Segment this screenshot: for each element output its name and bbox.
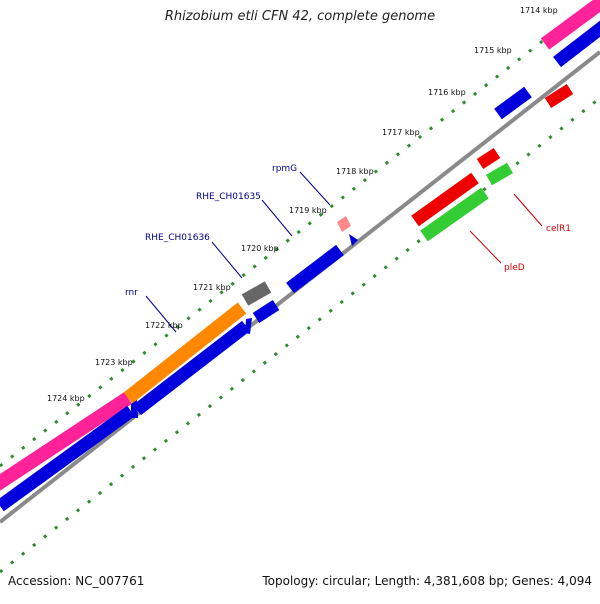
accession-text: Accession: NC_007761 [8, 574, 145, 588]
gene-label-pled: pleD [504, 263, 525, 273]
gene-label-rhe-ch01635: RHE_CH01635 [196, 192, 261, 202]
gene-label-rpmg: rpmG [272, 164, 297, 174]
feature-blue-rhe-ch01635 [286, 244, 344, 294]
feature-rnr-rrna [123, 302, 247, 404]
feature-green-celr1 [486, 162, 513, 186]
feature-red-celr1-long [411, 172, 479, 227]
kbp-label-1720: 1720 kbp [241, 244, 279, 253]
callout-pled [469, 230, 502, 264]
kbp-label-1718: 1718 kbp [336, 167, 374, 176]
feature-blue-1714 [553, 20, 600, 68]
feature-red-celr1-small [476, 147, 501, 170]
gene-label-celr1: celR1 [546, 224, 571, 234]
kbp-label-1715: 1715 kbp [474, 46, 512, 55]
genome-summary-text: Topology: circular; Length: 4,381,608 bp… [262, 574, 592, 588]
kbp-label-1724: 1724 kbp [47, 394, 85, 403]
feature-green-pled [420, 187, 489, 242]
kbp-label-1719: 1719 kbp [289, 206, 327, 215]
feature-pink-upper [540, 0, 600, 50]
feature-blue-1716 [494, 86, 532, 120]
callout-rpmg [299, 171, 331, 206]
feature-pink-lower [0, 392, 132, 491]
kbp-label-1722: 1722 kbp [145, 321, 183, 330]
inner-tick-ring [0, 96, 600, 574]
feature-red-1716 [544, 83, 574, 109]
kbp-label-1723: 1723 kbp [95, 358, 133, 367]
gene-label-rnr: rnr [125, 288, 138, 298]
kbp-label-1714: 1714 kbp [520, 6, 558, 15]
callout-celr1 [513, 193, 543, 227]
kbp-label-1716: 1716 kbp [428, 88, 466, 97]
feature-blue-long-1 [0, 405, 135, 512]
kbp-label-1721: 1721 kbp [193, 283, 231, 292]
callout-rhe-ch01635 [261, 199, 293, 237]
feature-blue-arrow-2 [245, 318, 252, 334]
callout-rhe-ch01636 [211, 241, 243, 279]
map-title: Rhizobium etli CFN 42, complete genome [164, 9, 436, 24]
kbp-label-1717: 1717 kbp [382, 128, 420, 137]
feature-blue-long-2 [133, 320, 250, 416]
callout-rnr [145, 295, 177, 333]
feature-gray-rhe-ch01636 [241, 281, 272, 306]
feature-pale-rpmg [337, 216, 351, 232]
feature-blue-arrow-rpmg [349, 234, 358, 246]
gene-label-rhe-ch01636: RHE_CH01636 [145, 233, 210, 243]
feature-blue-small [252, 299, 280, 324]
outer-tick-ring [0, 0, 598, 468]
